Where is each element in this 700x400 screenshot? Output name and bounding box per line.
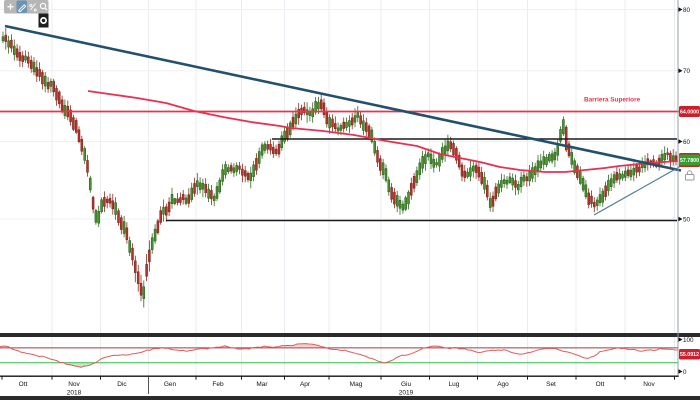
- svg-text:64.0000: 64.0000: [680, 110, 699, 116]
- svg-text:Feb: Feb: [212, 381, 224, 388]
- svg-text:Dic: Dic: [117, 381, 127, 388]
- svg-text:Giu: Giu: [401, 381, 412, 388]
- svg-text:Mag: Mag: [350, 381, 363, 388]
- svg-text:Gen: Gen: [164, 381, 177, 388]
- svg-text:Mar: Mar: [256, 381, 268, 388]
- svg-text:70: 70: [683, 68, 691, 75]
- svg-text:55.0912: 55.0912: [680, 352, 699, 358]
- svg-text:Lug: Lug: [449, 381, 460, 388]
- svg-text:Ago: Ago: [497, 381, 509, 388]
- svg-text:2019: 2019: [399, 390, 414, 397]
- svg-text:60: 60: [683, 139, 691, 146]
- svg-text:57.7800: 57.7800: [680, 158, 699, 164]
- svg-text:Nov: Nov: [643, 381, 655, 388]
- svg-text:2018: 2018: [67, 390, 82, 397]
- svg-text:Nov: Nov: [68, 381, 80, 388]
- svg-text:Set: Set: [546, 381, 556, 388]
- svg-text:Ott: Ott: [596, 381, 605, 388]
- svg-text:Barriera Superiore: Barriera Superiore: [584, 97, 641, 104]
- svg-text:80: 80: [683, 7, 691, 14]
- svg-text:Apr: Apr: [300, 381, 311, 388]
- svg-text:100: 100: [683, 337, 694, 344]
- svg-text:0: 0: [683, 369, 687, 376]
- svg-text:Ott: Ott: [19, 381, 28, 388]
- svg-text:50: 50: [683, 216, 691, 223]
